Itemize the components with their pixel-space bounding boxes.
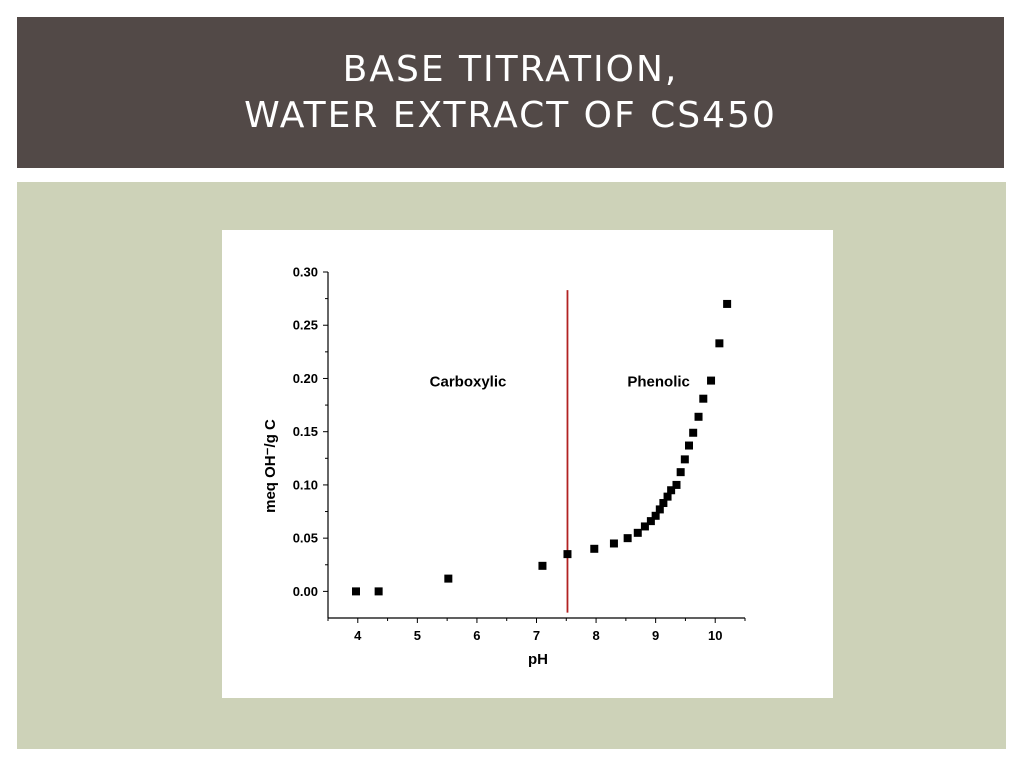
data-point [651, 511, 660, 520]
chart-panel: 4 5 6 7 8 9 10 0.00 0.05 0.10 0.15 0.20 0.25 0.30 Car… [222, 230, 833, 698]
data-point [623, 534, 632, 543]
title-bar: Base titration, water extract of CS450 [17, 17, 1004, 168]
data-point [563, 550, 572, 559]
data-point [694, 412, 703, 421]
data-point [723, 299, 732, 308]
y-tick-label: 0.10 [293, 477, 318, 492]
y-tick-label: 0.30 [293, 265, 318, 280]
data-point [672, 480, 681, 489]
y-axis-label: meq OH⁻/g C [262, 419, 279, 513]
data-point [633, 528, 642, 537]
titration-chart: 4 5 6 7 8 9 10 0.00 0.05 0.10 0.15 0.20 0.25 0.30 Car… [262, 265, 746, 668]
data-point [715, 339, 724, 348]
data-point [646, 517, 655, 526]
y-tick-label: 0.05 [293, 531, 318, 546]
axes-layer: 4 5 6 7 8 9 10 0.00 0.05 0.10 0.15 0.20 0.25 0.30 [293, 265, 746, 643]
region-label: Carboxylic [430, 374, 507, 391]
x-tick-label: 7 [533, 628, 540, 643]
data-point [351, 587, 360, 596]
data-point [609, 539, 618, 548]
region-label: Phenolic [627, 374, 690, 391]
data-point [707, 376, 716, 385]
data-point [667, 486, 676, 495]
slide-title-line-2: water extract of CS450 [244, 94, 777, 136]
y-tick-label: 0.00 [293, 584, 318, 599]
data-point [374, 587, 383, 596]
x-tick-label: 5 [414, 628, 421, 643]
y-tick-label: 0.25 [293, 318, 318, 333]
data-point [655, 505, 664, 514]
x-tick-label: 4 [354, 628, 362, 643]
x-tick-label: 9 [652, 628, 659, 643]
data-point [640, 522, 649, 531]
data-point [444, 574, 453, 583]
slide-title-line-1: Base titration, [342, 48, 679, 90]
data-point [538, 561, 547, 570]
x-axis-label: pH [528, 651, 548, 668]
data-point [680, 455, 689, 464]
data-point [685, 441, 694, 450]
x-tick-label: 10 [708, 628, 722, 643]
data-point [689, 428, 698, 437]
y-tick-label: 0.15 [293, 424, 318, 439]
data-point [676, 468, 685, 477]
marks-layer: Carboxylic Phenolic [351, 290, 732, 613]
data-point [659, 499, 668, 508]
data-point [663, 492, 672, 501]
y-tick-label: 0.20 [293, 371, 318, 386]
x-tick-label: 6 [473, 628, 480, 643]
data-point [590, 544, 599, 553]
data-point [699, 394, 708, 403]
x-tick-label: 8 [592, 628, 599, 643]
